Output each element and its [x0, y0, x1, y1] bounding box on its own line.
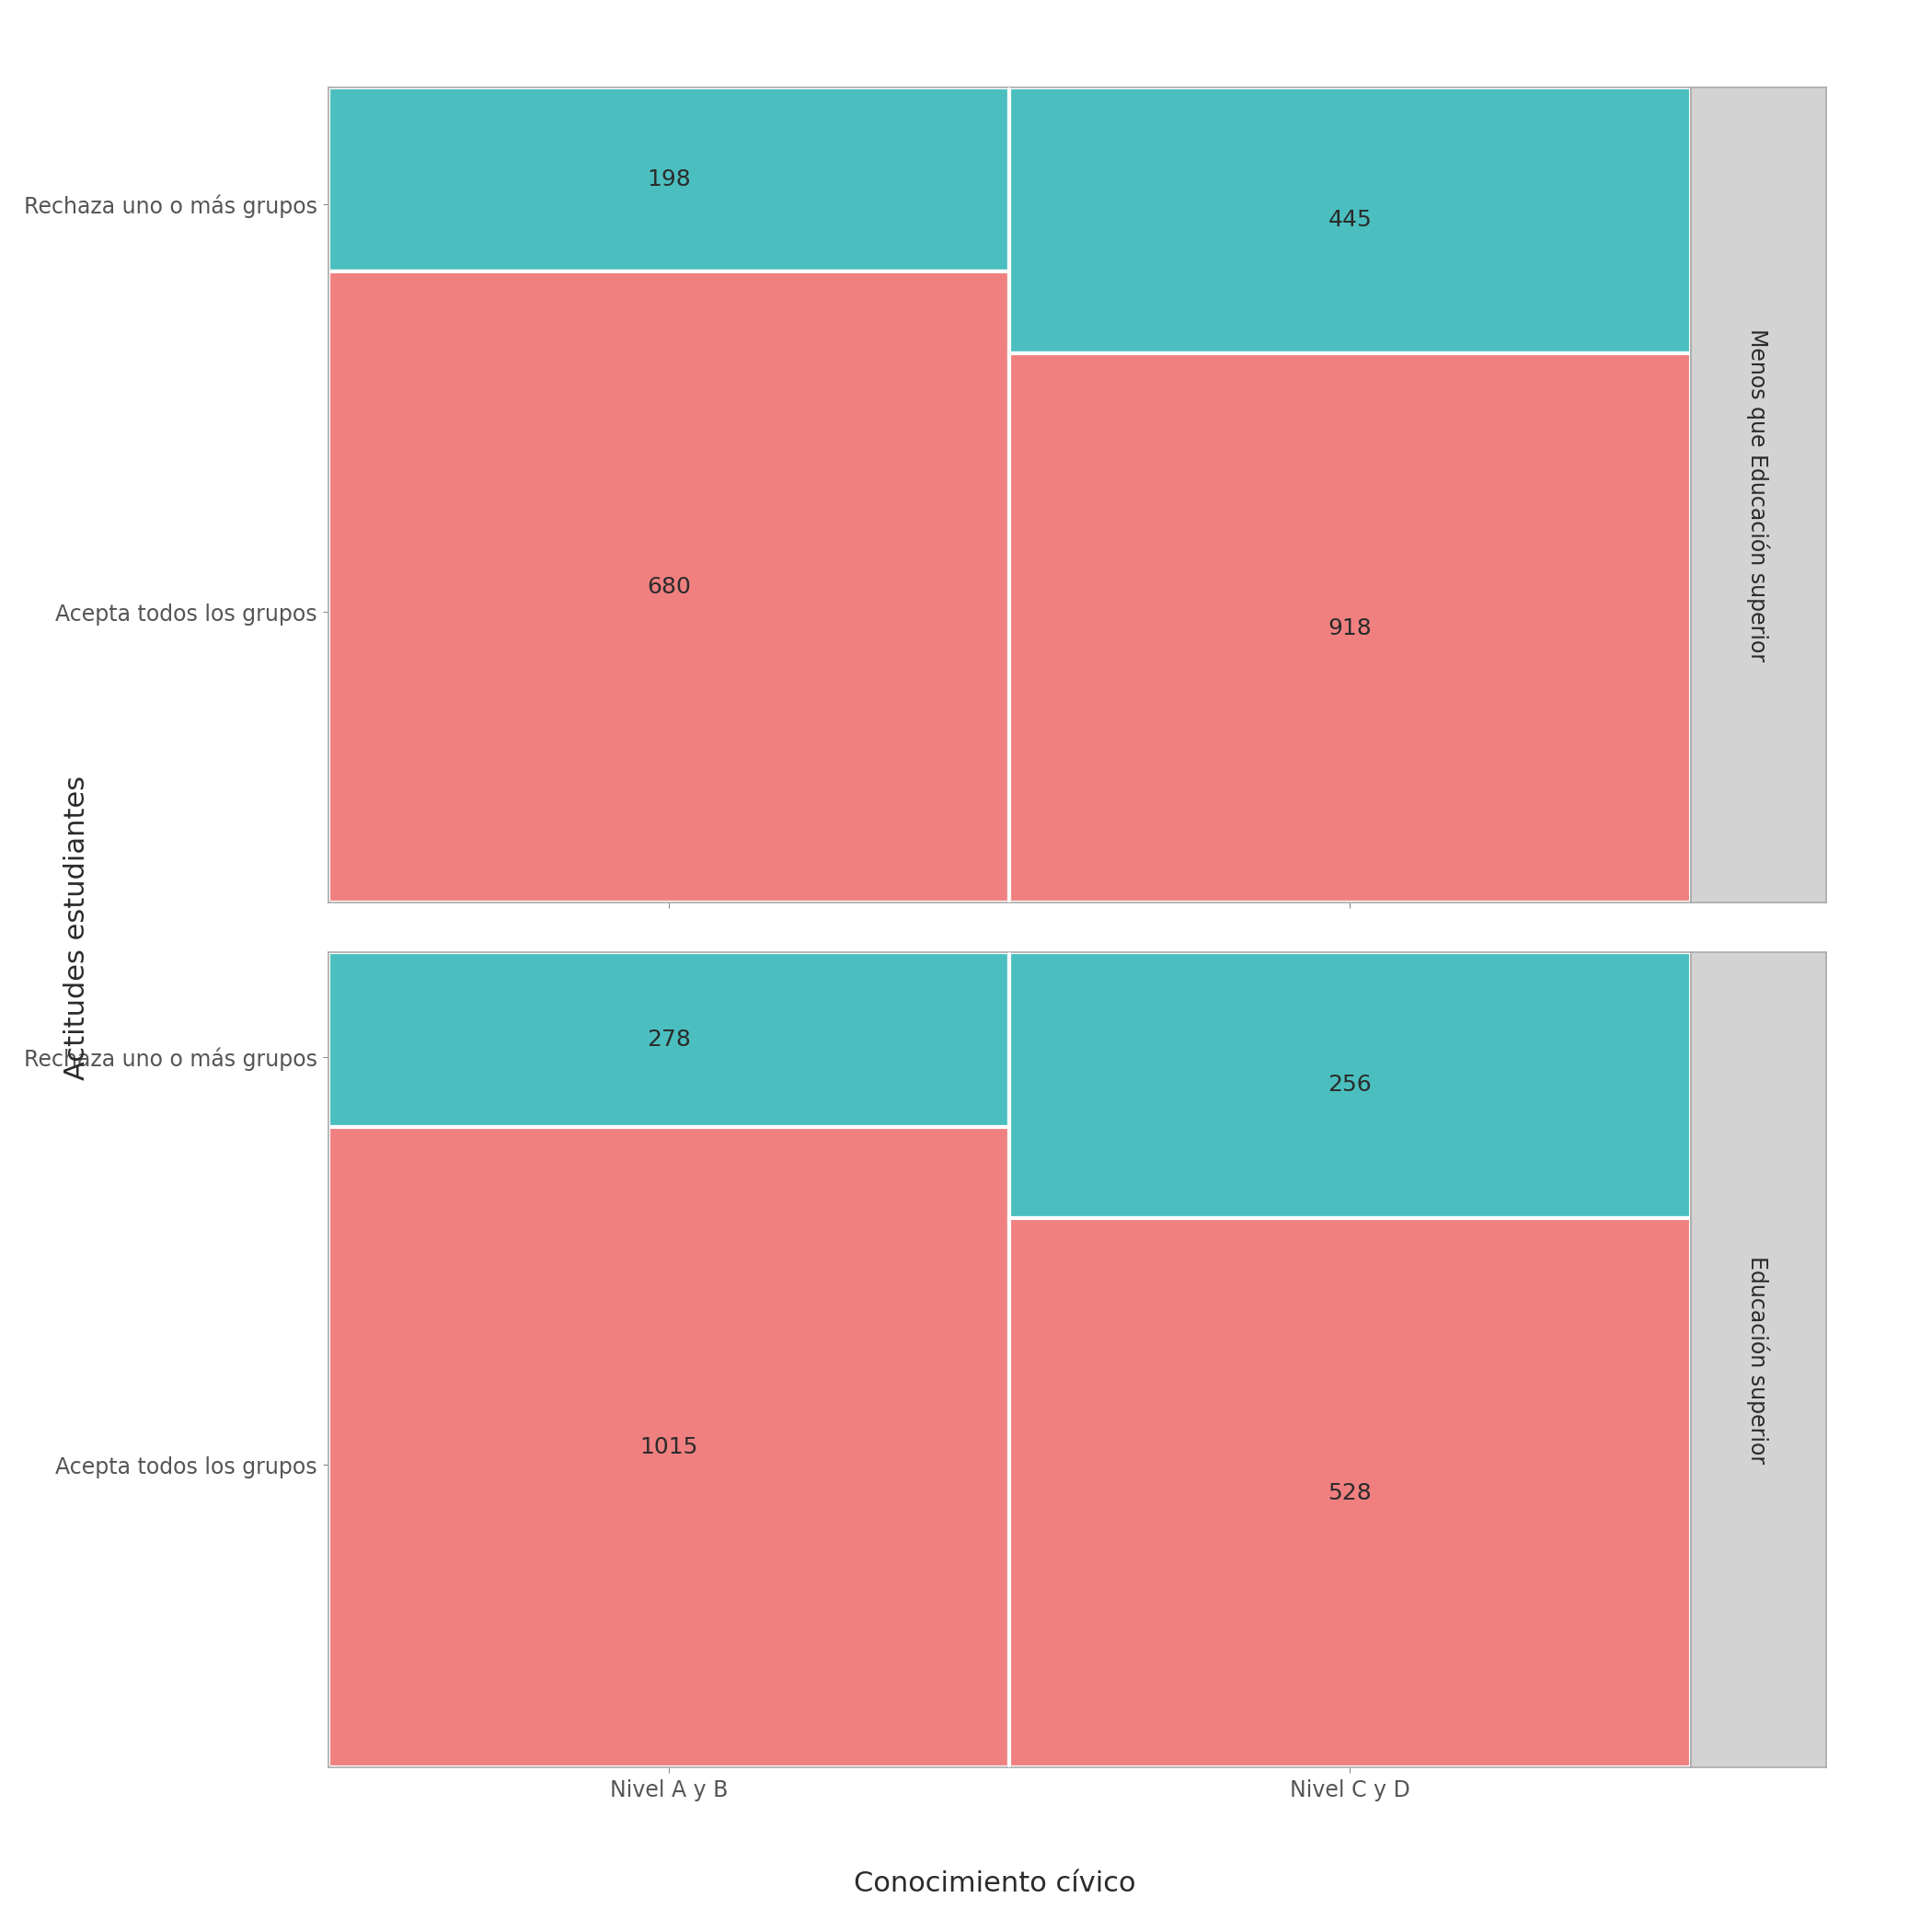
Text: Conocimiento cívico: Conocimiento cívico: [854, 1870, 1136, 1897]
Text: 256: 256: [1327, 1074, 1372, 1095]
Bar: [1009, 1219, 1690, 1768]
Text: 198: 198: [647, 168, 692, 189]
Bar: [1009, 354, 1690, 902]
Bar: [1009, 87, 1690, 354]
Text: Menos que Educación superior: Menos que Educación superior: [1747, 328, 1770, 661]
Text: 1015: 1015: [639, 1437, 697, 1459]
Text: Actitudes estudiantes: Actitudes estudiantes: [64, 775, 91, 1080]
Text: 445: 445: [1327, 209, 1372, 232]
Text: 918: 918: [1327, 616, 1372, 639]
Bar: [1009, 952, 1690, 1219]
Text: 680: 680: [647, 576, 692, 597]
Bar: [328, 270, 1009, 902]
Bar: [328, 87, 1009, 270]
Bar: [328, 952, 1009, 1126]
Text: Educación superior: Educación superior: [1747, 1256, 1770, 1464]
Text: 528: 528: [1327, 1482, 1372, 1505]
Text: 278: 278: [647, 1028, 692, 1051]
Bar: [328, 1126, 1009, 1768]
